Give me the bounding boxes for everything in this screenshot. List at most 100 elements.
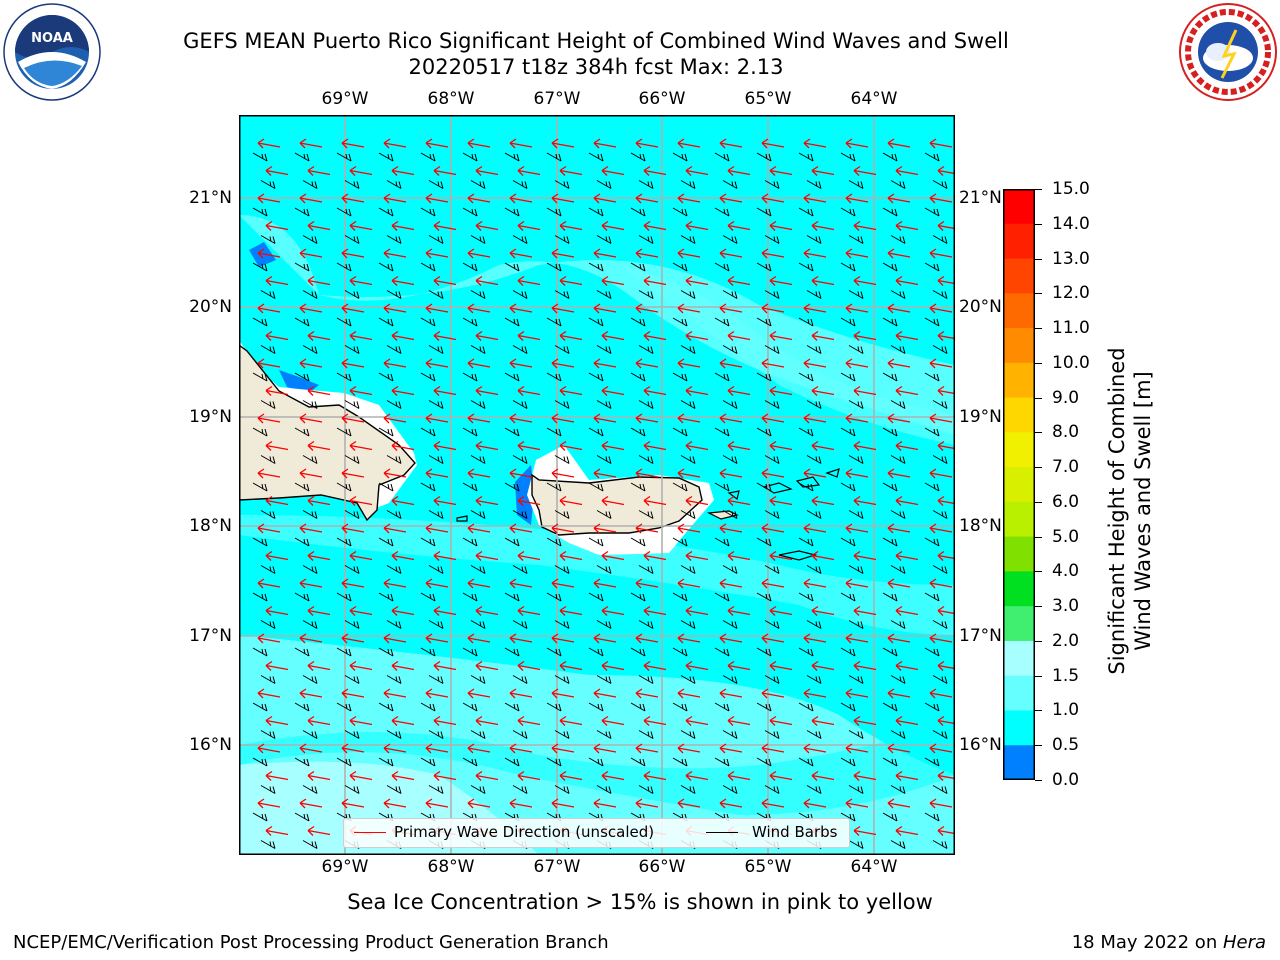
colorbar-tick-label: 12.0 xyxy=(1052,283,1090,304)
wind-barb xyxy=(302,620,318,629)
sea-ice-note: Sea Ice Concentration > 15% is shown in … xyxy=(347,890,933,914)
wave-direction-arrow xyxy=(307,165,331,176)
wind-barb xyxy=(722,180,738,189)
wind-barb xyxy=(554,785,570,794)
wave-direction-arrow xyxy=(383,798,407,809)
wind-barb xyxy=(420,482,436,492)
wave-direction-arrow xyxy=(509,248,533,259)
wave-direction-arrow xyxy=(887,633,911,644)
wind-barb xyxy=(512,455,528,464)
wind-barb xyxy=(882,427,898,437)
wind-barb xyxy=(638,565,654,574)
wind-barb xyxy=(680,565,696,574)
wind-barb xyxy=(932,565,948,574)
wind-barb-legend-label: Wind Barbs xyxy=(752,823,838,841)
wave-direction-arrow xyxy=(937,220,955,231)
wave-direction-arrow xyxy=(677,413,701,424)
lon-label-top: 65°W xyxy=(744,89,792,109)
wind-barb xyxy=(462,372,478,382)
wind-barb xyxy=(890,455,906,464)
wave-direction-arrow xyxy=(265,605,289,616)
wave-direction-arrow xyxy=(307,440,331,451)
wave-direction-arrow xyxy=(845,193,869,204)
wave-direction-arrow xyxy=(433,385,457,396)
wind-barb xyxy=(378,482,394,492)
wind-barb xyxy=(680,180,696,189)
wave-direction-arrow xyxy=(265,660,289,671)
wind-barb xyxy=(386,235,402,244)
wind-barb xyxy=(756,262,772,272)
wave-direction-arrow xyxy=(299,578,323,589)
wind-barb xyxy=(260,235,276,244)
wave-direction-arrow xyxy=(719,633,743,644)
lat-label-left: 20°N xyxy=(189,297,232,317)
wind-barb xyxy=(378,152,394,162)
wave-direction-arrow xyxy=(265,220,289,231)
wave-direction-arrow xyxy=(475,220,499,231)
wind-barb xyxy=(890,400,906,409)
wave-direction-arrow xyxy=(425,688,449,699)
wind-barb xyxy=(420,592,436,602)
colorbar-tick-label: 9.0 xyxy=(1052,387,1080,408)
wind-barb xyxy=(722,565,738,574)
wind-barb xyxy=(672,207,688,217)
wind-barb xyxy=(924,372,940,382)
wind-barb xyxy=(344,565,360,574)
wind-barb xyxy=(588,317,604,327)
wave-direction-arrow xyxy=(551,138,575,149)
wave-direction-arrow xyxy=(257,688,281,699)
wind-barb xyxy=(302,840,318,849)
wave-direction-arrow xyxy=(433,330,457,341)
wind-barb xyxy=(588,372,604,382)
wind-barb xyxy=(680,235,696,244)
colorbar-tick xyxy=(1035,536,1042,538)
wave-direction-arrow xyxy=(475,165,499,176)
wind-barb xyxy=(882,812,898,822)
wave-direction-arrow xyxy=(475,605,499,616)
wind-barb xyxy=(596,675,612,684)
wave-direction-arrow xyxy=(895,605,919,616)
wind-barb xyxy=(260,675,276,684)
wind-barb xyxy=(756,317,772,327)
wind-barb xyxy=(386,565,402,574)
wind-barb xyxy=(924,427,940,437)
colorbar-tick-label: 7.0 xyxy=(1052,457,1080,478)
wave-direction-arrow xyxy=(341,138,365,149)
wind-barb xyxy=(798,207,814,217)
wind-barb xyxy=(848,290,864,299)
wind-barb xyxy=(378,757,394,767)
map-panel xyxy=(239,115,955,855)
wind-barb xyxy=(714,757,730,767)
wind-barb xyxy=(504,592,520,602)
wind-barb xyxy=(252,207,268,217)
wind-barb xyxy=(798,537,814,547)
wind-barb xyxy=(714,372,730,382)
wind-barb xyxy=(588,262,604,272)
wind-barb xyxy=(638,290,654,299)
wind-barb xyxy=(798,427,814,437)
wind-barb xyxy=(798,647,814,657)
wind-barb xyxy=(252,647,268,657)
wave-direction-arrow xyxy=(433,275,457,286)
lat-label-left: 17°N xyxy=(189,626,232,646)
wind-barb xyxy=(630,152,646,162)
lon-label-top: 68°W xyxy=(427,89,475,109)
wave-direction-arrow xyxy=(803,303,827,314)
colorbar-tick-label: 0.5 xyxy=(1052,735,1080,756)
wind-barb xyxy=(840,207,856,217)
wave-direction-arrow xyxy=(467,138,491,149)
wave-direction-arrow xyxy=(811,440,835,451)
wind-barb xyxy=(924,262,940,272)
wave-direction-arrow xyxy=(635,523,659,534)
primary-wave-legend-label: Primary Wave Direction (unscaled) xyxy=(394,823,655,841)
wave-direction-arrow xyxy=(391,440,415,451)
wave-direction-arrow xyxy=(341,303,365,314)
wave-direction-arrow xyxy=(719,798,743,809)
wave-direction-arrow xyxy=(853,440,877,451)
wave-direction-arrow xyxy=(727,660,751,671)
wind-barb xyxy=(848,675,864,684)
wave-direction-arrow xyxy=(929,523,953,534)
wind-barb xyxy=(420,702,436,712)
wave-direction-arrow xyxy=(677,688,701,699)
noaa-logo: NOAA xyxy=(2,2,102,102)
